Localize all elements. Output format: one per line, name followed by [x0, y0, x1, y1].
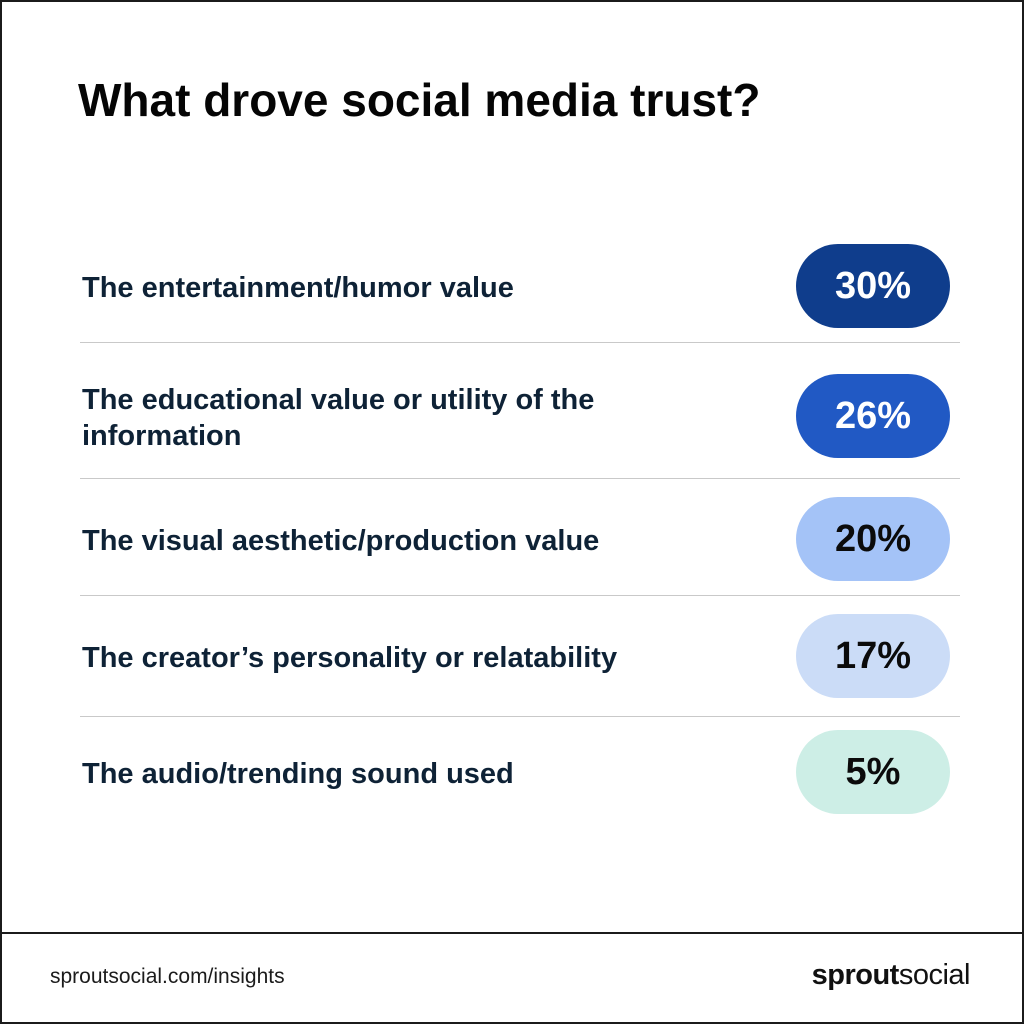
category-label: The creator’s personality or relatabilit…: [82, 642, 618, 674]
table-row: The educational value or utility of the …: [80, 374, 960, 458]
category-label: The visual aesthetic/production value: [82, 525, 600, 557]
footer-divider: [2, 932, 1022, 934]
value-pill: 26%: [796, 374, 950, 458]
table-row: The entertainment/humor value 30%: [80, 244, 960, 328]
category-label: The entertainment/humor value: [82, 272, 514, 304]
row-divider: [80, 595, 960, 596]
table-row: The audio/trending sound used 5%: [80, 730, 960, 814]
value-pill: 30%: [796, 244, 950, 328]
row-divider: [80, 478, 960, 479]
table-row: The visual aesthetic/production value 20%: [80, 497, 960, 581]
value-pill: 5%: [796, 730, 950, 814]
category-label: The educational value or utility of the …: [82, 384, 595, 452]
footer-url[interactable]: sproutsocial.com/insights: [50, 965, 285, 988]
row-divider: [80, 342, 960, 343]
value-pill: 20%: [796, 497, 950, 581]
value-pill: 17%: [796, 614, 950, 698]
page-title: What drove social media trust?: [78, 74, 761, 126]
category-label: The audio/trending sound used: [82, 758, 514, 790]
logo-bold-text: sprout: [811, 959, 900, 991]
sprout-social-logo: sproutsocial: [811, 957, 971, 993]
row-divider: [80, 716, 960, 717]
logo-light-text: social: [898, 959, 971, 991]
table-row: The creator’s personality or relatabilit…: [80, 614, 960, 698]
